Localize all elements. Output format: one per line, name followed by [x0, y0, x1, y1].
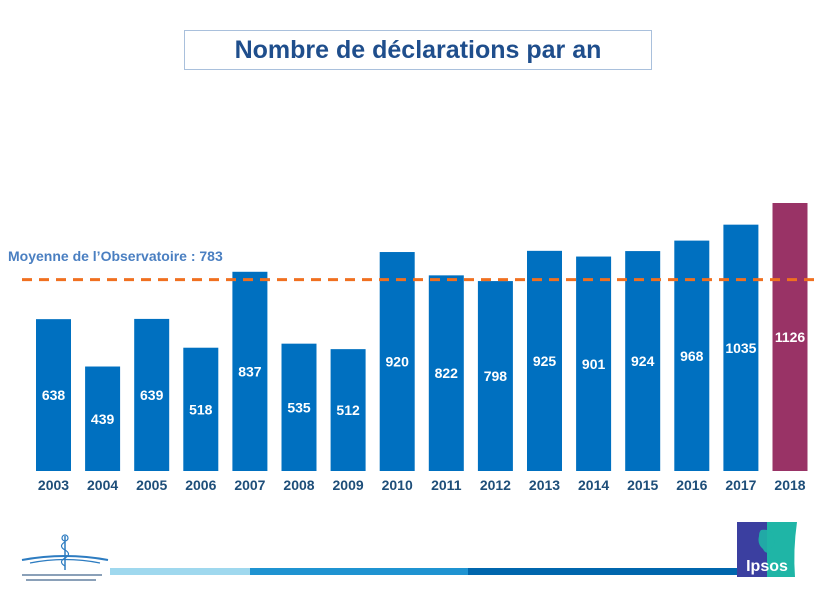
x-axis-ticks: 2003 2004 2005 2006 2007 2008 2009 2010 2011 2012… [38, 477, 806, 493]
bar-2005 [134, 318, 170, 471]
bar-2011 [428, 275, 464, 471]
bar-chart: 638 439 639 518 837 535 512 920 822 798 925 901 924 9… [22, 203, 815, 493]
x-tick-label: 2003 [38, 477, 69, 493]
bar-2012 [477, 281, 513, 471]
x-tick-label: 2012 [480, 477, 511, 493]
bar-value-label: 639 [140, 387, 164, 403]
bar-value-label: 925 [533, 353, 557, 369]
bar-value-label: 439 [91, 411, 115, 427]
bar-value-label: 837 [238, 363, 262, 379]
bar-2004 [85, 366, 121, 471]
bar-value-label: 968 [680, 348, 704, 364]
x-tick-label: 2004 [87, 477, 118, 493]
bar-2013 [527, 250, 562, 471]
footer-band-mid [250, 568, 468, 575]
bar-value-label: 924 [631, 353, 655, 369]
x-tick-label: 2006 [185, 477, 216, 493]
bar-value-label: 798 [484, 368, 508, 384]
bar-2007 [232, 271, 268, 471]
x-tick-label: 2008 [283, 477, 314, 493]
bar-2008 [281, 343, 317, 471]
footer-band-dark [468, 568, 740, 575]
bars-group: 638 439 639 518 837 535 512 920 822 798 925 901 924 9… [36, 203, 808, 471]
x-tick-label: 2016 [676, 477, 707, 493]
bar-value-label: 1126 [775, 329, 806, 345]
bar-value-label: 638 [42, 387, 66, 403]
bar-2017 [723, 224, 759, 471]
bar-2006 [183, 347, 219, 471]
x-tick-label: 2018 [774, 477, 805, 493]
x-tick-label: 2013 [529, 477, 560, 493]
ordre-medecins-logo [20, 530, 110, 585]
ipsos-logo-icon: Ipsos [737, 522, 797, 577]
bar-value-label: 1035 [725, 340, 756, 356]
average-line-label: Moyenne de l’Observatoire : 783 [8, 248, 223, 264]
chart-title-box: Nombre de déclarations par an [184, 30, 652, 70]
x-tick-label: 2017 [725, 477, 756, 493]
caduceus-icon [21, 534, 109, 581]
bar-value-label: 535 [287, 399, 311, 415]
bar-value-label: 920 [386, 354, 410, 370]
chart-title: Nombre de déclarations par an [234, 35, 602, 64]
bar-value-label: 512 [336, 402, 360, 418]
footer-band-light [110, 568, 250, 575]
ipsos-logo: Ipsos [737, 522, 797, 577]
x-tick-label: 2007 [234, 477, 265, 493]
bar-2003 [36, 319, 71, 471]
x-tick-label: 2015 [627, 477, 658, 493]
bar-2010 [379, 252, 415, 471]
x-tick-label: 2011 [431, 477, 462, 493]
x-tick-label: 2014 [578, 477, 609, 493]
ipsos-logo-text: Ipsos [746, 558, 788, 575]
bar-value-label: 901 [582, 356, 606, 372]
bar-2014 [576, 256, 612, 471]
x-tick-label: 2005 [136, 477, 167, 493]
bar-2018 [772, 203, 808, 471]
x-tick-label: 2009 [333, 477, 364, 493]
bar-2009 [330, 349, 366, 471]
x-tick-label: 2010 [382, 477, 413, 493]
bar-2015 [625, 251, 661, 471]
bar-value-label: 822 [435, 365, 459, 381]
bar-value-label: 518 [189, 401, 213, 417]
